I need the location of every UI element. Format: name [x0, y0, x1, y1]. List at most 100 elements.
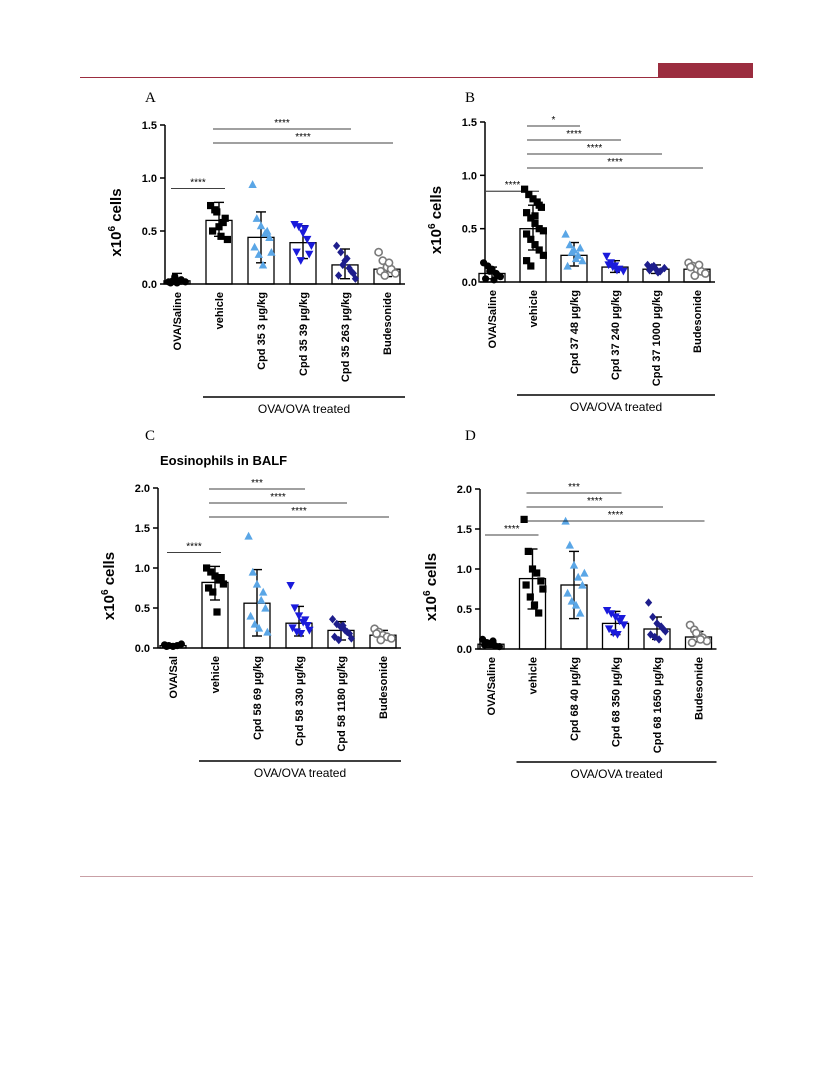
data-point — [217, 574, 225, 582]
category-label: Cpd 58 330 µg/kg — [294, 656, 306, 746]
data-point — [263, 226, 272, 235]
y-tick-label: 0.5 — [142, 226, 157, 238]
data-point — [294, 612, 304, 621]
data-point — [213, 608, 221, 616]
data-point — [700, 269, 710, 278]
data-point — [524, 547, 532, 555]
data-point — [654, 268, 662, 277]
data-point — [333, 619, 341, 629]
data-point — [529, 195, 537, 203]
group-label: OVA/OVA treated — [254, 766, 346, 780]
data-point — [580, 568, 589, 577]
data-point — [211, 572, 219, 580]
data-point — [646, 266, 654, 275]
data-point — [691, 628, 701, 638]
data-point — [203, 564, 211, 572]
significance-label: **** — [190, 177, 206, 188]
data-point — [290, 604, 299, 613]
data-point — [523, 209, 531, 217]
data-point — [265, 233, 274, 241]
data-point — [530, 601, 539, 609]
data-point — [522, 581, 530, 589]
data-point — [219, 218, 227, 227]
y-tick-label: 0.5 — [135, 603, 150, 615]
data-point — [539, 251, 547, 259]
category-label: Cpd 58 1180 µg/kg — [336, 656, 348, 752]
category-label: Budesonide — [378, 656, 390, 719]
data-point — [217, 232, 225, 240]
y-tick-label: 1.0 — [462, 170, 477, 182]
y-tick-label: 0.0 — [457, 644, 472, 656]
data-point — [372, 629, 381, 638]
data-point — [482, 275, 490, 283]
data-point — [535, 225, 543, 233]
data-point — [343, 627, 351, 637]
category-label: vehicle — [528, 657, 540, 694]
data-point — [335, 635, 343, 645]
data-point — [333, 241, 341, 251]
category-label: OVA/Sal — [168, 656, 180, 699]
data-point — [535, 201, 543, 209]
data-point — [602, 607, 612, 615]
data-point — [619, 621, 629, 630]
data-point — [207, 201, 215, 210]
category-label: vehicle — [528, 290, 540, 327]
data-point — [687, 638, 697, 647]
data-point — [263, 627, 272, 636]
data-point — [256, 221, 266, 230]
data-point — [248, 567, 257, 576]
data-point — [531, 212, 539, 220]
significance-label: **** — [186, 541, 202, 552]
significance-label: **** — [587, 496, 603, 507]
category-label: Budesonide — [694, 657, 706, 720]
data-point — [489, 637, 497, 645]
data-point — [649, 612, 657, 622]
data-point — [494, 272, 502, 280]
data-point — [301, 616, 310, 625]
data-point — [376, 635, 386, 645]
footer-rule — [80, 876, 753, 877]
data-point — [223, 235, 231, 244]
data-point — [565, 540, 574, 549]
data-point — [290, 221, 299, 229]
category-label: Cpd 37 240 µg/kg — [610, 290, 622, 380]
y-tick-label: 1.5 — [142, 120, 157, 132]
data-point — [307, 242, 316, 251]
data-point — [655, 635, 663, 644]
significance-label: **** — [607, 157, 623, 168]
y-tick-label: 2.0 — [135, 483, 150, 495]
data-point — [339, 621, 347, 630]
data-point — [569, 560, 579, 569]
group-label: OVA/OVA treated — [570, 767, 662, 781]
data-point — [523, 230, 531, 238]
significance-label: **** — [291, 506, 307, 517]
y-tick-label: 0.5 — [462, 224, 477, 236]
category-label: vehicle — [210, 656, 222, 693]
data-point — [521, 185, 529, 193]
data-point — [525, 190, 533, 199]
data-point — [574, 572, 583, 581]
significance-label: **** — [295, 132, 311, 143]
data-point — [604, 261, 613, 270]
data-point — [286, 582, 295, 590]
data-point — [384, 258, 394, 268]
data-point — [607, 610, 616, 618]
data-point — [659, 624, 667, 634]
y-tick-label: 1.0 — [135, 563, 150, 575]
data-point — [244, 531, 253, 540]
data-point — [696, 634, 705, 644]
data-point — [296, 257, 305, 265]
y-tick-label: 1.5 — [462, 117, 477, 129]
y-axis-label: x106 cells — [100, 552, 118, 620]
group-label: OVA/OVA treated — [570, 400, 662, 414]
data-point — [337, 248, 345, 257]
data-point — [343, 254, 351, 263]
significance-label: *** — [568, 482, 580, 493]
data-point — [690, 271, 700, 280]
panel-letter: A — [145, 90, 156, 106]
y-tick-label: 1.0 — [142, 173, 157, 185]
data-point — [209, 227, 217, 235]
data-point — [213, 208, 221, 216]
